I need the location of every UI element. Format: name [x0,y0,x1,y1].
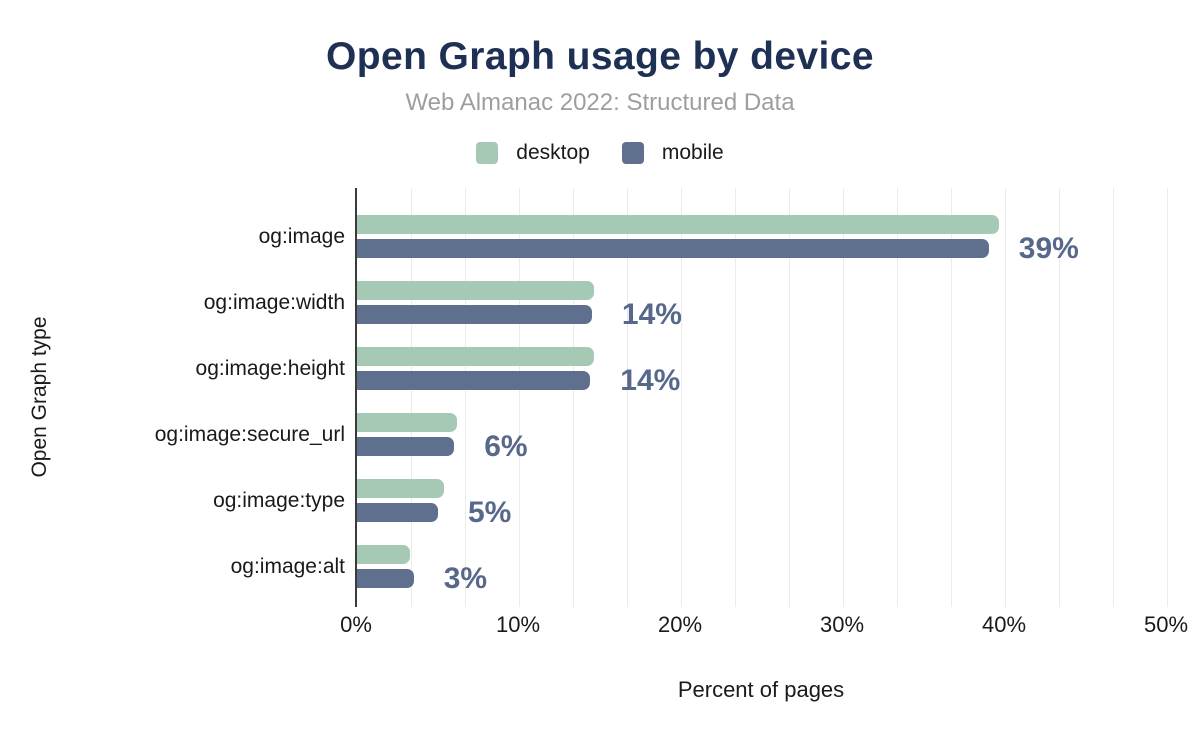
bar-desktop[interactable] [357,215,999,234]
category-label: og:image:height [195,357,345,380]
bar-desktop[interactable] [357,347,594,366]
gridline [897,188,898,607]
gridline [789,188,790,607]
plot-area: 39% 14% 14% 6% 5% 3% [355,188,1168,607]
gridline [465,188,466,607]
x-tick-label: 30% [819,612,865,637]
x-tick-label: 50% [1143,612,1189,637]
bar-mobile[interactable] [357,239,989,258]
bar-mobile[interactable] [357,569,414,588]
value-label: 14% [621,297,682,331]
gridline [519,188,520,607]
category-label: og:image:alt [230,555,345,578]
gridline [627,188,628,607]
legend-swatch-mobile [621,142,644,164]
gridline [1167,188,1168,607]
gridline [1059,188,1060,607]
x-tick-label: 0% [340,612,372,637]
legend: desktop mobile [0,141,1200,165]
bar-mobile[interactable] [357,305,592,324]
legend-label-mobile: mobile [661,141,724,164]
value-label: 6% [484,429,528,463]
x-tick-label: 10% [495,612,541,637]
category-label: og:image:width [203,291,345,314]
chart-title: Open Graph usage by device [326,35,874,78]
bar-mobile[interactable] [357,503,438,522]
value-label: 39% [1018,231,1079,265]
bar-desktop[interactable] [357,479,445,498]
category-label: og:image [258,225,345,248]
bar-desktop[interactable] [357,281,594,300]
bar-mobile[interactable] [357,371,591,390]
value-label: 5% [468,495,512,529]
bar-desktop[interactable] [357,545,411,564]
gridline [681,188,682,607]
bar-mobile[interactable] [357,437,455,456]
x-tick-label: 20% [657,612,703,637]
gridline [735,188,736,607]
y-axis-category-labels: og:image og:image:width og:image:height og:… [0,188,345,607]
bar-desktop[interactable] [357,413,458,432]
category-label: og:image:secure_url [154,423,345,446]
gridline [951,188,952,607]
x-tick-label: 40% [981,612,1027,637]
legend-label-desktop: desktop [516,141,590,164]
category-label: og:image:type [213,489,345,512]
legend-swatch-desktop [476,142,499,164]
x-axis-title: Percent of pages [677,677,845,702]
gridline [1113,188,1114,607]
gridline [1005,188,1006,607]
value-label: 3% [443,561,488,595]
gridline [573,188,574,607]
chart-subtitle: Web Almanac 2022: Structured Data [405,89,795,116]
gridline [843,188,844,607]
legend-item-mobile: mobile [621,141,724,165]
gridline [411,188,412,607]
legend-item-desktop: desktop [476,141,590,165]
value-label: 14% [620,363,681,397]
